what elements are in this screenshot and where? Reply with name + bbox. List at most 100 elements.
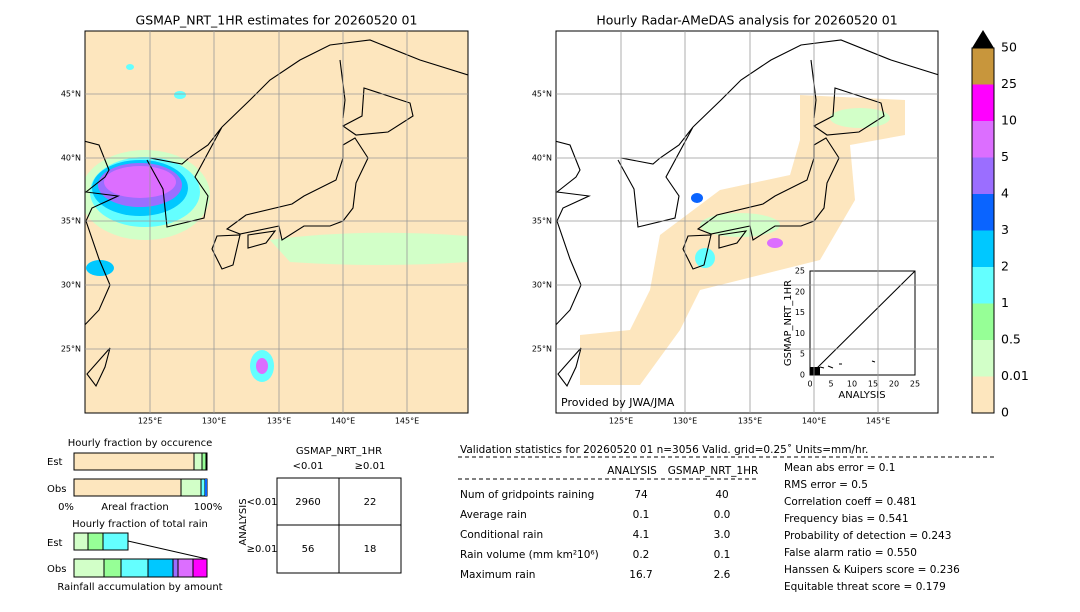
inset-x-tick: 5 <box>828 380 833 389</box>
stat-value: 40 <box>715 489 728 501</box>
cell: 22 <box>364 497 377 508</box>
row-title: ANALYSIS <box>238 498 249 545</box>
axis-label: 0% <box>58 502 74 513</box>
axis-label: 100% <box>194 502 223 513</box>
scatter-cluster <box>810 367 820 375</box>
cell: 18 <box>364 544 377 555</box>
stat-value: 0.1 <box>714 549 731 561</box>
stat-name: Num of gridpoints raining <box>460 489 594 501</box>
colorbar-swatch <box>972 121 994 158</box>
colorbar-swatch <box>972 376 994 413</box>
lat-label: 30°N <box>532 281 552 290</box>
lon-label: 135°E <box>738 417 762 426</box>
colorbar-swatch <box>972 303 994 340</box>
stat-value: 74 <box>634 489 648 501</box>
lon-label: 140°E <box>331 417 355 426</box>
score: Correlation coeff = 0.481 <box>784 496 917 508</box>
col-label: ANALYSIS <box>607 465 657 477</box>
lon-label: 145°E <box>395 417 419 426</box>
stat-name: Rain volume (mm km²10⁶) <box>460 549 599 561</box>
colorbar-swatch <box>972 267 994 304</box>
col-label: ≥0.01 <box>355 461 386 472</box>
colorbar-label: 4 <box>1001 186 1009 201</box>
lon-label: 125°E <box>609 417 633 426</box>
row-label: Est <box>47 538 63 549</box>
inset-y-tick: 0 <box>800 371 805 380</box>
score: Equitable threat score = 0.179 <box>784 581 946 593</box>
score: RMS error = 0.5 <box>784 479 868 491</box>
colorbar-swatch <box>972 340 994 377</box>
inset-y-label: GSMAP_NRT_1HR <box>783 280 794 366</box>
colorbar-swatch <box>972 157 994 194</box>
panel-title: Hourly fraction of total rain <box>72 519 208 530</box>
score: Probability of detection = 0.243 <box>784 530 951 542</box>
inset-x-tick: 25 <box>910 380 920 389</box>
colorbar-swatch <box>972 84 994 121</box>
map-title: GSMAP_NRT_1HR estimates for 20260520 01 <box>136 13 418 28</box>
colorbar-label: 0.01 <box>1001 368 1029 383</box>
colorbar-swatch <box>972 48 994 85</box>
inset-x-label: ANALYSIS <box>838 390 885 401</box>
lat-label: 45°N <box>61 90 81 99</box>
row-label: ≥0.01 <box>247 544 278 555</box>
lat-label: 30°N <box>61 281 81 290</box>
map-title: Hourly Radar-AMeDAS analysis for 2026052… <box>596 13 897 28</box>
score: False alarm ratio = 0.550 <box>784 547 917 559</box>
stat-name: Average rain <box>460 509 527 521</box>
inset-x-tick: 10 <box>847 380 857 389</box>
col-label: <0.01 <box>293 461 324 472</box>
colorbar-label: 0 <box>1001 405 1009 420</box>
colorbar-label: 25 <box>1001 76 1017 91</box>
lon-label: 145°E <box>866 417 890 426</box>
row-label: Obs <box>47 564 66 575</box>
stat-value: 3.0 <box>714 529 731 541</box>
score: Mean abs error = 0.1 <box>784 462 895 474</box>
panel-footer: Rainfall accumulation by amount <box>57 582 222 593</box>
map-frame <box>84 30 469 414</box>
stat-name: Conditional rain <box>460 529 543 541</box>
lat-label: 35°N <box>61 217 81 226</box>
panel-title: Hourly fraction by occurence <box>68 438 212 449</box>
row-label: Obs <box>47 484 66 495</box>
colorbar-label: 5 <box>1001 149 1009 164</box>
credit: Provided by JWA/JMA <box>561 396 675 409</box>
colorbar-swatch <box>972 230 994 267</box>
score: Frequency bias = 0.541 <box>784 513 909 525</box>
colorbar-label: 50 <box>1001 40 1017 55</box>
colorbar-label: 0.5 <box>1001 332 1021 347</box>
table-title: GSMAP_NRT_1HR <box>296 446 382 457</box>
stat-value: 4.1 <box>633 529 650 541</box>
stat-name: Maximum rain <box>460 569 535 581</box>
inset-y-tick: 20 <box>795 287 805 296</box>
cell: 2960 <box>295 497 320 508</box>
axis-label: Areal fraction <box>101 502 168 513</box>
inset-y-tick: 25 <box>795 267 805 276</box>
row-label: <0.01 <box>247 497 278 508</box>
cell: 56 <box>302 544 315 555</box>
diagonal <box>809 270 916 376</box>
row-label: Est <box>47 457 63 468</box>
colorbar-frame <box>971 47 995 414</box>
inset-y-tick: 10 <box>795 329 805 338</box>
colorbar-label: 10 <box>1001 113 1017 128</box>
stat-value: 16.7 <box>629 569 652 581</box>
colorbar-label: 2 <box>1001 259 1009 274</box>
lon-label: 130°E <box>202 417 226 426</box>
inset-y-tick: 5 <box>800 350 805 359</box>
col-label: GSMAP_NRT_1HR <box>668 465 759 477</box>
colorbar-swatch <box>972 194 994 231</box>
stat-value: 2.6 <box>714 569 731 581</box>
left-map <box>85 31 468 413</box>
fraction-bars <box>73 452 208 578</box>
lat-label: 25°N <box>532 345 552 354</box>
stat-value: 0.2 <box>633 549 650 561</box>
lat-label: 40°N <box>61 154 81 163</box>
stat-value: 0.1 <box>633 509 650 521</box>
contingency-grid <box>276 477 402 574</box>
lat-label: 35°N <box>532 217 552 226</box>
inset-x-tick: 0 <box>807 380 812 389</box>
lat-label: 40°N <box>532 154 552 163</box>
inset-x-tick: 15 <box>868 380 878 389</box>
lat-label: 45°N <box>532 90 552 99</box>
